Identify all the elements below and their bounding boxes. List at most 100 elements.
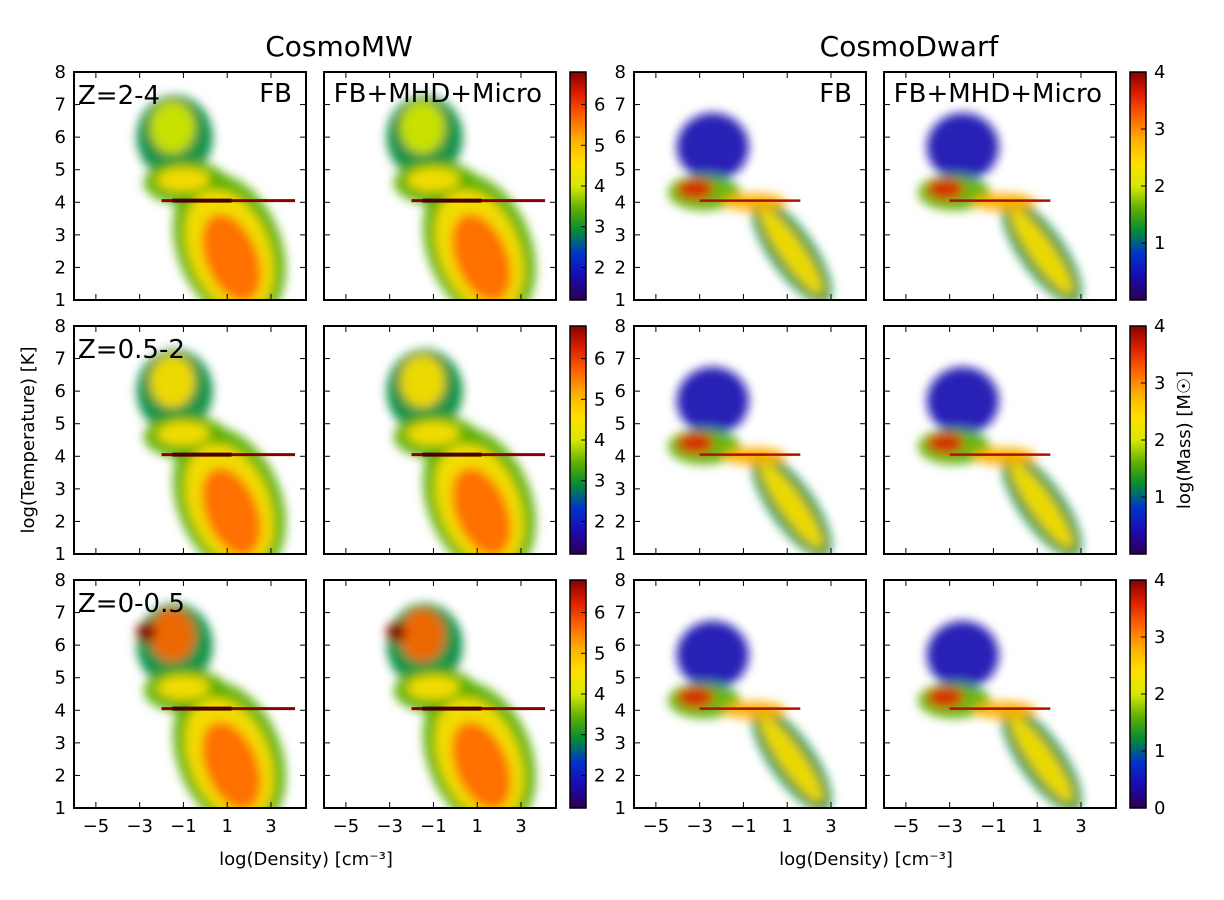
equilibrium-phase xyxy=(722,701,787,720)
diffuse-hot-cloud xyxy=(676,366,749,435)
colorbar-tick-label: 1 xyxy=(1154,233,1165,254)
x-axis-label-mw: log(Density) [cm⁻³] xyxy=(219,849,393,870)
panel-row3-col1: −5 −3 −1 1 3 1 2 3 4 5 6 7 8 Z=0-0.5 xyxy=(55,570,307,837)
hot-halo-core xyxy=(400,101,445,154)
equilibrium-phase xyxy=(722,447,787,466)
colorbar-tick-label: 2 xyxy=(594,765,605,786)
panel-frame xyxy=(883,71,1117,301)
colorbar-tick-label: 2 xyxy=(1154,176,1165,197)
hot-halo-core xyxy=(150,101,195,154)
colorbar-tick-label: 3 xyxy=(594,471,605,492)
cooling-branch-core xyxy=(760,207,823,295)
panel-row1-col1: 1 2 3 4 5 6 7 8 FB Z=2-4 xyxy=(55,62,307,311)
colorbar-tick-label: 4 xyxy=(594,430,605,451)
colorbar-tick-label: 5 xyxy=(594,389,605,410)
colorbar-tick-label: 2 xyxy=(594,257,605,278)
y-tick-label: 3 xyxy=(615,733,626,754)
colorbar-tick-label: 4 xyxy=(1154,62,1165,83)
cooling-branch-core xyxy=(760,715,823,803)
cold-branch-core xyxy=(201,467,262,554)
y-tick-label: 5 xyxy=(55,668,66,689)
panel-content xyxy=(386,95,546,300)
colorbar-dwarf-row1: 1 2 3 4 xyxy=(1129,62,1165,301)
x-tick-label: 1 xyxy=(471,816,482,837)
phase-blobs xyxy=(386,95,536,300)
hot-halo-core xyxy=(400,609,445,662)
colorbar-tick-label: 3 xyxy=(1154,373,1165,394)
x-tick-label: −5 xyxy=(333,816,360,837)
x-tick-label: −5 xyxy=(643,816,670,837)
diffuse-hot-cloud xyxy=(676,620,749,689)
phase-blobs xyxy=(918,112,1082,300)
cooling-branch-core xyxy=(760,461,823,549)
panel-content xyxy=(668,620,832,808)
diffuse-hot-cloud xyxy=(926,112,999,181)
x-tick-label: −1 xyxy=(170,816,197,837)
equilibrium-phase xyxy=(722,193,787,212)
colorbar-tick-label: 4 xyxy=(594,684,605,705)
colorbar-tick-label: 3 xyxy=(1154,119,1165,140)
warm-phase-core xyxy=(407,675,460,700)
y-tick-label: 7 xyxy=(615,603,626,624)
y-tick-label: 8 xyxy=(55,316,66,337)
panel-content xyxy=(386,603,546,808)
panel-frame xyxy=(323,325,557,555)
panel-label: FB+MHD+Micro xyxy=(894,79,1102,109)
y-tick-label: 3 xyxy=(55,479,66,500)
phase-blobs xyxy=(668,112,832,300)
panel-content xyxy=(386,349,546,554)
y-tick-label: 7 xyxy=(615,349,626,370)
colorbar-tick-label: 4 xyxy=(594,176,605,197)
row-label: Z=2-4 xyxy=(78,81,160,111)
cold-branch-core xyxy=(201,213,262,300)
x-tick-label: −5 xyxy=(83,816,110,837)
y-tick-label: 5 xyxy=(615,414,626,435)
y-tick-label: 8 xyxy=(615,62,626,83)
panel-content xyxy=(918,366,1082,554)
warm-phase-core xyxy=(157,421,210,446)
warm-phase-core xyxy=(407,167,460,192)
panel-row1-col3: 1 2 3 4 5 6 7 8 FB xyxy=(615,62,867,311)
column-title-mw: CosmoMW xyxy=(265,30,413,63)
equilibrium-phase xyxy=(972,193,1037,212)
y-tick-label: 3 xyxy=(615,225,626,246)
ionized-knee-core xyxy=(927,433,964,454)
panel-row3-col3: −5 −3 −1 1 3 1 2 3 4 5 6 7 8 xyxy=(615,570,867,837)
y-tick-label: 7 xyxy=(55,95,66,116)
x-tick-label: −1 xyxy=(420,816,447,837)
y-tick-label: 8 xyxy=(55,570,66,591)
panel-frame xyxy=(73,579,307,809)
y-tick-label: 6 xyxy=(615,635,626,656)
panel-frame xyxy=(633,325,867,555)
colorbar-tick-label: 1 xyxy=(1154,741,1165,762)
colorbar-tick-label: 3 xyxy=(1154,627,1165,648)
y-tick-label: 5 xyxy=(615,668,626,689)
colorbar-tick-label: 6 xyxy=(594,95,605,116)
colorbar-tick-label: 4 xyxy=(1154,570,1165,591)
warm-phase-core xyxy=(157,167,210,192)
y-tick-label: 6 xyxy=(55,635,66,656)
panel-frame xyxy=(323,71,557,301)
panel-content xyxy=(136,349,296,554)
y-tick-label: 1 xyxy=(55,290,66,311)
x-tick-label: −3 xyxy=(126,816,153,837)
panel-content xyxy=(668,112,832,300)
x-tick-label: 3 xyxy=(265,816,276,837)
y-tick-label: 7 xyxy=(55,349,66,370)
cold-branch-core xyxy=(201,721,262,808)
colorbar-tick-label: 6 xyxy=(594,349,605,370)
phase-blobs xyxy=(136,603,286,808)
x-tick-label: −1 xyxy=(980,816,1007,837)
column-title-dwarf: CosmoDwarf xyxy=(820,30,1000,63)
x-tick-label: 3 xyxy=(515,816,526,837)
colorbar-dwarf-row3: 0 1 2 3 4 xyxy=(1129,570,1165,819)
colorbar-tick-label: 3 xyxy=(594,725,605,746)
phase-blobs xyxy=(918,366,1082,554)
colorbar-mw-row1: 2 3 4 5 6 xyxy=(569,71,605,301)
panel-frame xyxy=(883,325,1117,555)
colorbar-mw-row3: 2 3 4 5 6 xyxy=(569,579,605,809)
colorbar-tick-label: 2 xyxy=(594,511,605,532)
y-tick-label: 6 xyxy=(55,127,66,148)
